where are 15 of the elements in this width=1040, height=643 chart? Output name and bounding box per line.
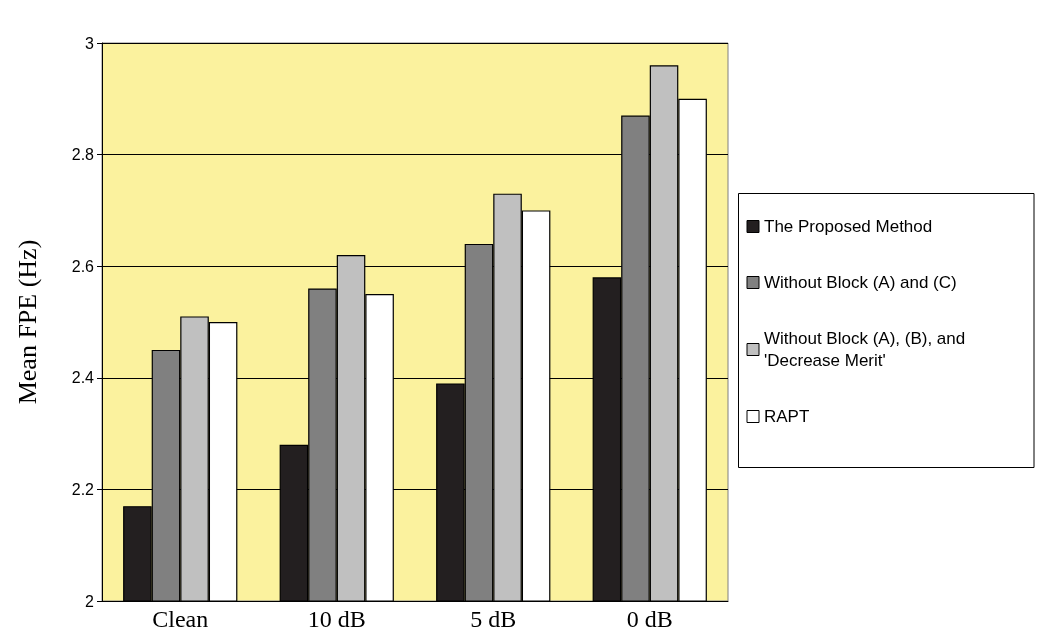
y-tick-label: 2.2 xyxy=(71,480,95,498)
y-tick-label: 2.6 xyxy=(71,257,95,275)
y-axis-title: Mean FPE (Hz) xyxy=(12,239,42,405)
x-tick-label: 5 dB xyxy=(470,606,517,632)
y-tick-label: 3 xyxy=(85,34,95,52)
legend-label: RAPT xyxy=(764,407,810,426)
legend-label: Without Block (A), (B), and 'Decrease Merit' xyxy=(764,329,970,370)
x-tick-label: 10 dB xyxy=(307,606,366,632)
legend-label: The Proposed Method xyxy=(764,217,933,236)
x-tick-label: 0 dB xyxy=(626,606,673,632)
legend-label: Without Block (A) and (C) xyxy=(764,273,957,292)
y-tick-label: 2.8 xyxy=(71,146,95,164)
x-tick-label: Clean xyxy=(152,606,209,632)
y-tick-label: 2 xyxy=(85,592,95,610)
y-tick-label: 2.4 xyxy=(71,369,95,387)
